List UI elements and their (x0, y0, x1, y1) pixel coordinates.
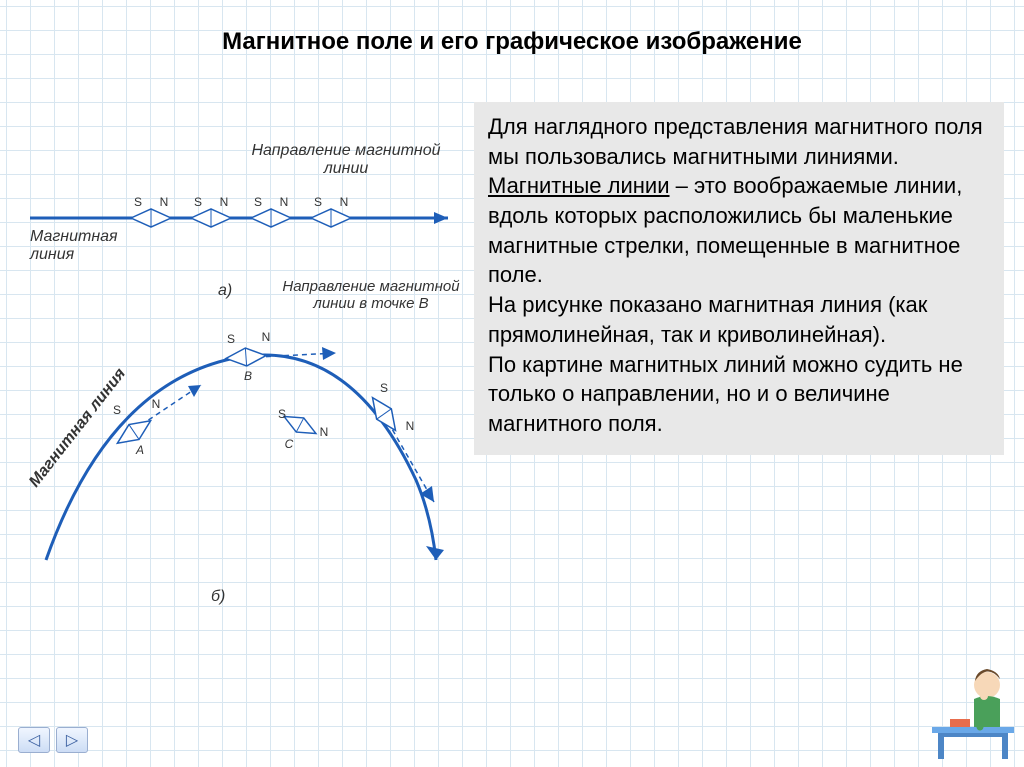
svg-text:S: S (113, 403, 121, 417)
nav-arrows: ◁ ▷ (18, 727, 88, 753)
paragraph-4: По картине магнитных линий можно судить … (488, 352, 963, 436)
svg-text:N: N (406, 419, 415, 433)
svg-text:N: N (280, 195, 289, 209)
alabel: a) (218, 282, 232, 300)
svg-text:S: S (314, 195, 322, 209)
prev-icon: ◁ (28, 730, 40, 750)
svg-text:N: N (220, 195, 229, 209)
svg-text:B: B (244, 369, 252, 383)
svg-text:C: C (285, 437, 294, 451)
svg-text:S: S (194, 195, 202, 209)
paragraph-3: На рисунке показано магнитная линия (как… (488, 292, 927, 347)
diagram-area: S N S N S N S N (16, 130, 476, 630)
svg-text:N: N (160, 195, 169, 209)
blabel: б) (211, 588, 225, 606)
nav-prev-button[interactable]: ◁ (18, 727, 50, 753)
label-direction: Направление магнитной линии (251, 142, 441, 178)
svg-text:S: S (227, 332, 235, 346)
svg-text:S: S (254, 195, 262, 209)
svg-text:N: N (152, 397, 161, 411)
svg-text:N: N (262, 330, 271, 344)
student-illustration (932, 649, 1018, 759)
svg-text:S: S (380, 381, 388, 395)
svg-text:A: A (135, 443, 144, 457)
svg-text:N: N (320, 425, 329, 439)
next-icon: ▷ (66, 730, 78, 750)
label-magline-a: Магнитная линия (30, 228, 130, 264)
term-underline: Магнитные линии (488, 173, 670, 198)
text-panel: Для наглядного представления магнитного … (474, 102, 1004, 455)
paragraph-1: Для наглядного представления магнитного … (488, 114, 983, 169)
nav-next-button[interactable]: ▷ (56, 727, 88, 753)
label-direction-b: Направление магнитной линии в точке В (276, 278, 466, 312)
svg-text:S: S (278, 407, 286, 421)
svg-text:S: S (134, 195, 142, 209)
diagram-svg: S N S N S N S N (16, 130, 476, 630)
svg-text:N: N (340, 195, 349, 209)
page-title: Магнитное поле и его графическое изображ… (0, 28, 1024, 56)
